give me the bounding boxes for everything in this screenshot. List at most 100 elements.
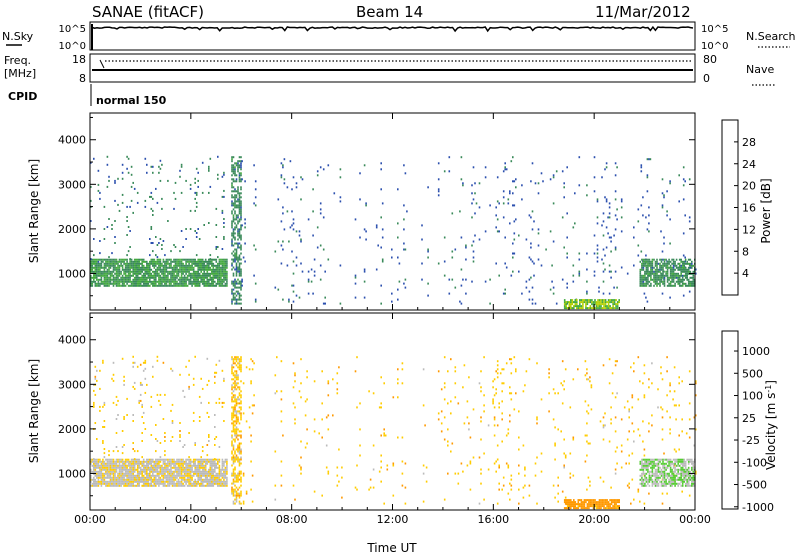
range-gate-cell [674, 272, 676, 275]
range-gate-cell [238, 196, 241, 199]
range-gate-cell [231, 282, 233, 285]
range-gate-cell [531, 210, 534, 213]
range-gate-cell [121, 480, 124, 483]
range-gate-cell [566, 501, 569, 504]
range-gate-cell [568, 301, 571, 304]
range-gate-cell [132, 181, 134, 184]
range-gate-cell [155, 424, 157, 426]
range-gate-cell [99, 369, 101, 372]
range-gate-cell [234, 174, 236, 177]
range-gate-cell [336, 466, 339, 469]
range-gate-cell [659, 278, 661, 281]
range-gate-cell [589, 305, 592, 308]
range-gate-cell [114, 181, 116, 184]
range-gate-cell [663, 270, 665, 273]
range-gate-cell [561, 278, 564, 281]
range-gate-cell [180, 163, 183, 166]
range-gate-cell [139, 468, 142, 471]
range-gate-cell [557, 392, 559, 395]
range-gate-cell [177, 482, 180, 485]
range-gate-cell [185, 470, 187, 473]
range-gate-cell [657, 268, 660, 271]
range-gate-cell [237, 290, 239, 293]
range-gate-cell [173, 480, 175, 483]
range-gate-cell [106, 185, 109, 188]
range-gate-cell [642, 382, 644, 385]
range-gate-cell [97, 260, 100, 263]
range-gate-cell [142, 458, 145, 461]
range-gate-cell [200, 258, 202, 261]
range-gate-cell [234, 394, 236, 397]
range-gate-cell [682, 232, 685, 235]
range-gate-cell [460, 178, 463, 181]
range-gate-cell [240, 180, 242, 183]
range-gate-cell [440, 410, 443, 413]
range-gate-cell [386, 468, 389, 471]
range-gate-cell [512, 270, 514, 273]
range-gate-cell [620, 230, 623, 233]
range-gate-cell [121, 482, 124, 485]
range-gate-cell [602, 480, 605, 483]
range-gate-cell [176, 460, 178, 463]
range-gate-cell [168, 484, 171, 487]
range-gate-cell [518, 472, 520, 475]
range-gate-cell [596, 260, 599, 263]
range-gate-cell [240, 476, 242, 479]
range-gate-cell [660, 266, 663, 269]
range-gate-cell [127, 464, 130, 467]
range-gate-cell [179, 468, 181, 471]
range-gate-cell [586, 378, 588, 381]
range-gate-cell [235, 436, 238, 439]
range-gate-cell [234, 414, 236, 417]
range-gate-cell [203, 280, 205, 283]
range-gate-cell [194, 484, 196, 487]
range-gate-cell [198, 262, 201, 265]
range-gate-cell [234, 298, 236, 301]
range-gate-cell [185, 262, 187, 265]
range-gate-cell [507, 432, 510, 435]
range-gate-cell [96, 474, 98, 477]
range-gate-cell [118, 284, 121, 287]
range-gate-cell [180, 272, 183, 275]
range-gate-cell [587, 378, 590, 381]
range-gate-cell [103, 205, 106, 208]
range-gate-cell [292, 222, 295, 225]
range-gate-cell [238, 450, 241, 453]
range-gate-cell [597, 305, 599, 308]
range-gate-cell [235, 248, 238, 251]
range-gate-cell [112, 264, 115, 267]
range-gate-cell [518, 464, 520, 467]
range-gate-cell [170, 258, 172, 261]
range-gate-cell [220, 272, 222, 275]
range-gate-cell [282, 206, 284, 209]
range-gate-cell [223, 274, 225, 277]
range-gate-cell [665, 270, 667, 273]
range-gate-cell [483, 404, 485, 407]
range-gate-cell [231, 298, 233, 301]
range-gate-cell [509, 358, 511, 361]
range-gate-cell [159, 456, 162, 459]
range-gate-cell [533, 220, 535, 223]
range-gate-cell [106, 472, 109, 475]
range-gate-cell [152, 282, 154, 285]
range-gate-cell [493, 424, 496, 427]
range-gate-cell [235, 162, 238, 165]
range-gate-cell [117, 260, 119, 263]
range-gate-cell [180, 482, 183, 485]
range-gate-cell [232, 396, 235, 399]
range-gate-cell [235, 474, 238, 477]
range-gate-cell [200, 262, 202, 265]
range-gate-cell [115, 432, 118, 434]
range-gate-cell [146, 270, 148, 273]
range-gate-cell [189, 478, 192, 481]
range-gate-cell [240, 494, 242, 497]
range-gate-cell [93, 254, 95, 257]
range-gate-cell [130, 270, 133, 273]
range-gate-cell [168, 280, 171, 283]
range-gate-cell [688, 402, 691, 405]
range-gate-cell [235, 294, 238, 297]
range-gate-cell [537, 232, 540, 235]
range-gate-cell [313, 270, 316, 273]
range-gate-cell [215, 266, 218, 269]
range-gate-cell [149, 280, 151, 283]
